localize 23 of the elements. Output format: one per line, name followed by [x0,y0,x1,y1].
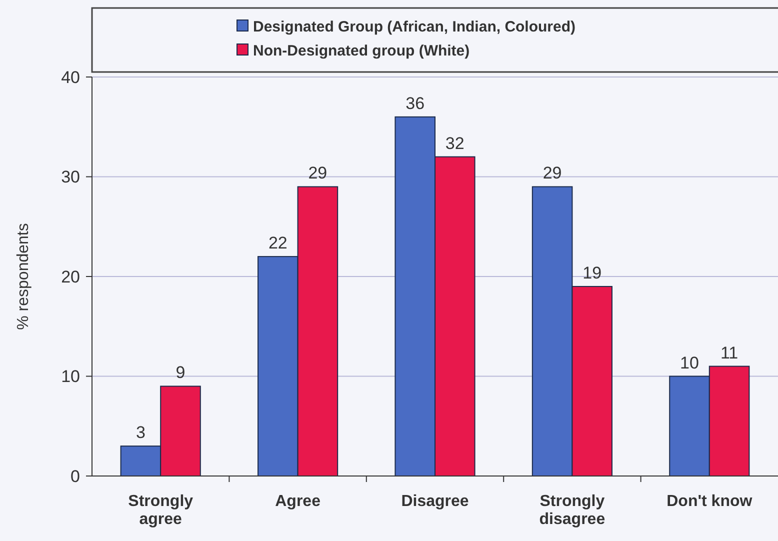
x-tick-label: Strongly agree [128,493,194,528]
legend-label: Designated Group (African, Indian, Coloured) [253,18,576,36]
data-label: 19 [582,263,602,282]
y-axis-title: % respondents [15,223,32,330]
data-label: 36 [406,94,425,113]
x-tick-label: Don't know [666,493,753,510]
y-tick-label: 30 [61,168,80,187]
x-tick-label: Disagree [401,493,469,510]
data-label: 11 [720,343,738,362]
data-label: 9 [176,363,186,382]
data-label: 29 [308,164,328,183]
data-label: 32 [445,134,464,153]
data-label: 10 [680,353,699,372]
y-tick-label: 20 [61,267,80,286]
y-tick-label: 10 [61,367,80,386]
data-label: 29 [542,164,562,183]
data-label: 3 [136,423,146,442]
x-tick-label: Agree [275,493,321,510]
legend-label: Non-Designated group (White) [253,42,470,60]
y-tick-label: 0 [70,466,80,486]
y-tick-label: 40 [61,68,80,87]
data-label: 22 [268,234,288,253]
x-tick-label: Strongly disagree [539,493,606,528]
